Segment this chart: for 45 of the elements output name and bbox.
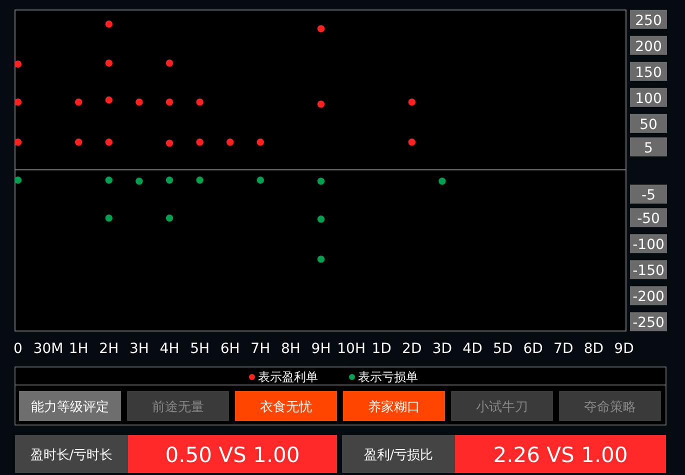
x-tick-label: 5D [492,341,513,357]
y2-tick-label: -200 [632,289,664,306]
legend-label: 表示盈利单 [258,370,318,384]
text: 能力等级评定 [31,400,109,415]
text: 小试牛刀 [476,400,528,415]
text: 衣食无忧 [260,400,312,415]
text: 0.50 VS 1.00 [165,442,300,467]
y2-tick-label: -50 [637,211,660,228]
x-tick-label: 9H [311,341,331,357]
x-tick-label: 3H [129,341,149,357]
y2-tick-label: -100 [632,237,664,254]
text: 养家糊口 [368,399,420,415]
text: 夺命策略 [584,400,636,415]
x-tick-label: 3D [432,341,452,357]
legend-label: 表示亏损单 [358,370,418,384]
y-tick-label: 50 [640,116,658,133]
x-tick-label: 4D [462,341,482,357]
x-tick-label: 4H [160,341,180,357]
x-tick-label: 0 [14,341,22,357]
y-tick-label: 150 [635,64,662,81]
text: 盈利/亏损比 [364,448,434,463]
text: 前途无量 [152,400,204,415]
y2-tick-label: -250 [632,315,664,332]
x-tick-label: 2H [99,341,119,357]
text: 2.26 VS 1.00 [493,442,628,467]
x-tick-label: 6H [220,341,240,357]
y2-tick-label: -5 [642,188,656,204]
x-tick-label: 1H [68,341,88,357]
x-tick-label: 6D [523,341,543,357]
x-tick-label: 9D [614,341,634,357]
x-tick-label: 10H [337,341,366,357]
y-tick-label: 5 [644,140,653,156]
y-tick-label: 250 [635,12,662,29]
y-tick-label: 200 [635,38,662,55]
x-tick-label: 7H [250,341,270,357]
x-tick-label: 2D [402,341,422,357]
x-tick-label: 8D [584,341,604,357]
y-tick-label: 100 [635,90,662,107]
x-tick-label: 30M [33,341,64,357]
x-tick-label: 8H [280,341,300,357]
x-tick-label: 1D [372,341,392,357]
text: 盈时长/亏时长 [30,448,113,463]
y2-tick-label: -150 [632,263,664,280]
x-tick-label: 5H [190,341,210,357]
x-tick-label: 7D [554,341,574,357]
